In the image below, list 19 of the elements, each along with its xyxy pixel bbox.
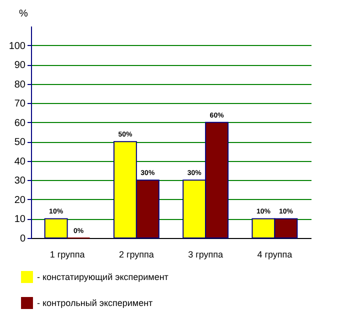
x-tick-label: 1 группа <box>50 250 85 260</box>
legend-label: - контрольный эксперимент <box>37 298 153 308</box>
y-tick-label: 20 <box>14 194 26 206</box>
bar <box>44 218 68 238</box>
y-tick-label: 80 <box>14 79 26 90</box>
y-tick-label: 90 <box>14 60 26 72</box>
legend-label: - констатирующий эксперимент <box>37 272 168 282</box>
x-tick-label: 2 группа <box>118 250 154 260</box>
y-tick-label: 60 <box>14 118 26 129</box>
y-tick-label: 40 <box>14 156 26 168</box>
y-tick-label: 10 <box>14 214 26 226</box>
y-tick-label: 100 <box>8 40 26 52</box>
y-tick-label: 70 <box>14 98 26 110</box>
y-tick-label: 50 <box>14 137 26 148</box>
x-tick-label: 4 группа <box>257 250 292 260</box>
y-axis-title: % <box>19 8 28 20</box>
x-tick-label: 3 группа <box>188 250 224 260</box>
y-tick-label: 0 <box>20 234 26 244</box>
y-tick-label: 30 <box>14 176 26 187</box>
